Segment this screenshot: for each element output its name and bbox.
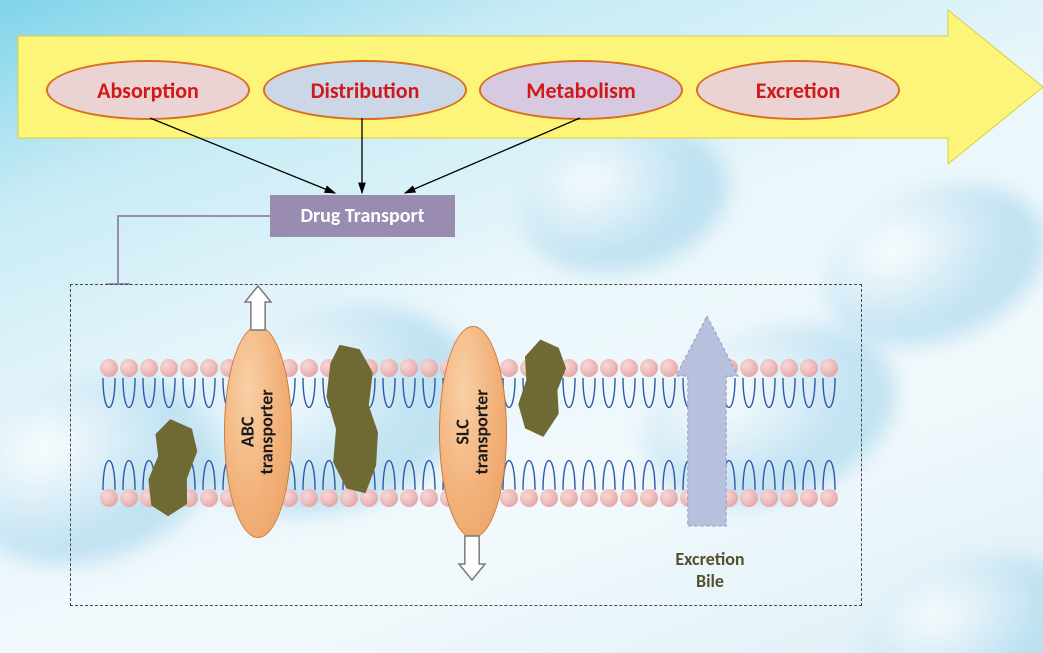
adme-oval-distribution: Distribution — [263, 60, 467, 120]
drug-transport-label: Drug Transport — [300, 204, 424, 228]
excretion-label-line1: Excretion — [660, 548, 760, 570]
transporter-slc: SLCtransporter — [439, 326, 507, 538]
diagram-stage: AbsorptionDistributionMetabolismExcretio… — [0, 0, 1043, 653]
excretion-label-line2: Bile — [660, 570, 760, 592]
excretion-bile-label: Excretion Bile — [660, 548, 760, 592]
adme-oval-excretion: Excretion — [696, 60, 900, 120]
adme-oval-metabolism: Metabolism — [479, 60, 683, 120]
drug-transport-box: Drug Transport — [270, 195, 455, 237]
transporter-abc: ABCtransporter — [224, 326, 292, 538]
adme-oval-absorption: Absorption — [46, 60, 250, 120]
